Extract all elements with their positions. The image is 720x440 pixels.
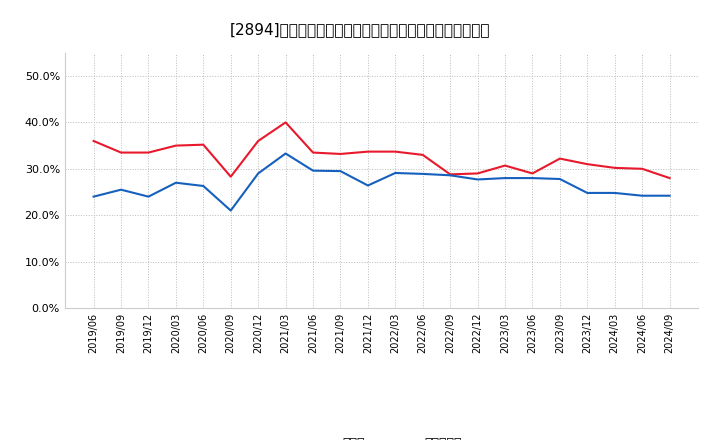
有利子負債 — [583, 190, 592, 195]
Line: 有利子負債: 有利子負債 — [94, 154, 670, 211]
有利子負債 — [611, 190, 619, 195]
現颅金 — [665, 176, 674, 181]
現颅金 — [309, 150, 318, 155]
有利子負債 — [665, 193, 674, 198]
現颅金 — [500, 163, 509, 168]
現颅金 — [473, 171, 482, 176]
Legend: 現颅金, 有利子負債: 現颅金, 有利子負債 — [296, 432, 467, 440]
有利子負債 — [199, 183, 207, 189]
有利子負債 — [446, 172, 454, 178]
現颅金 — [89, 138, 98, 143]
有利子負債 — [336, 169, 345, 174]
現颅金 — [199, 142, 207, 147]
現颅金 — [611, 165, 619, 171]
有利子負債 — [117, 187, 125, 192]
有利子負債 — [364, 183, 372, 188]
有利子負債 — [89, 194, 98, 199]
現颅金 — [144, 150, 153, 155]
現颅金 — [418, 152, 427, 158]
有利子負債 — [254, 171, 263, 176]
現颅金 — [364, 149, 372, 154]
現颅金 — [117, 150, 125, 155]
有利子負債 — [638, 193, 647, 198]
有利子負債 — [556, 176, 564, 182]
有利子負債 — [473, 177, 482, 182]
有利子負債 — [391, 170, 400, 176]
有利子負債 — [309, 168, 318, 173]
現颅金 — [282, 120, 290, 125]
有利子負債 — [528, 176, 537, 181]
有利子負債 — [144, 194, 153, 199]
現颅金 — [556, 156, 564, 161]
現颅金 — [391, 149, 400, 154]
有利子負債 — [282, 151, 290, 156]
現颅金 — [254, 138, 263, 143]
現颅金 — [638, 166, 647, 172]
有利子負債 — [500, 176, 509, 181]
現颅金 — [446, 172, 454, 177]
有利子負債 — [226, 208, 235, 213]
Line: 現颅金: 現颅金 — [94, 122, 670, 178]
現颅金 — [583, 161, 592, 167]
現颅金 — [528, 171, 537, 176]
現颅金 — [171, 143, 180, 148]
現颅金 — [336, 151, 345, 157]
有利子負債 — [171, 180, 180, 185]
現颅金 — [226, 174, 235, 180]
有利子負債 — [418, 171, 427, 176]
Text: [2894]　現颅金、有利子負債の総資産に対する比率の推移: [2894] 現颅金、有利子負債の総資産に対する比率の推移 — [230, 22, 490, 37]
